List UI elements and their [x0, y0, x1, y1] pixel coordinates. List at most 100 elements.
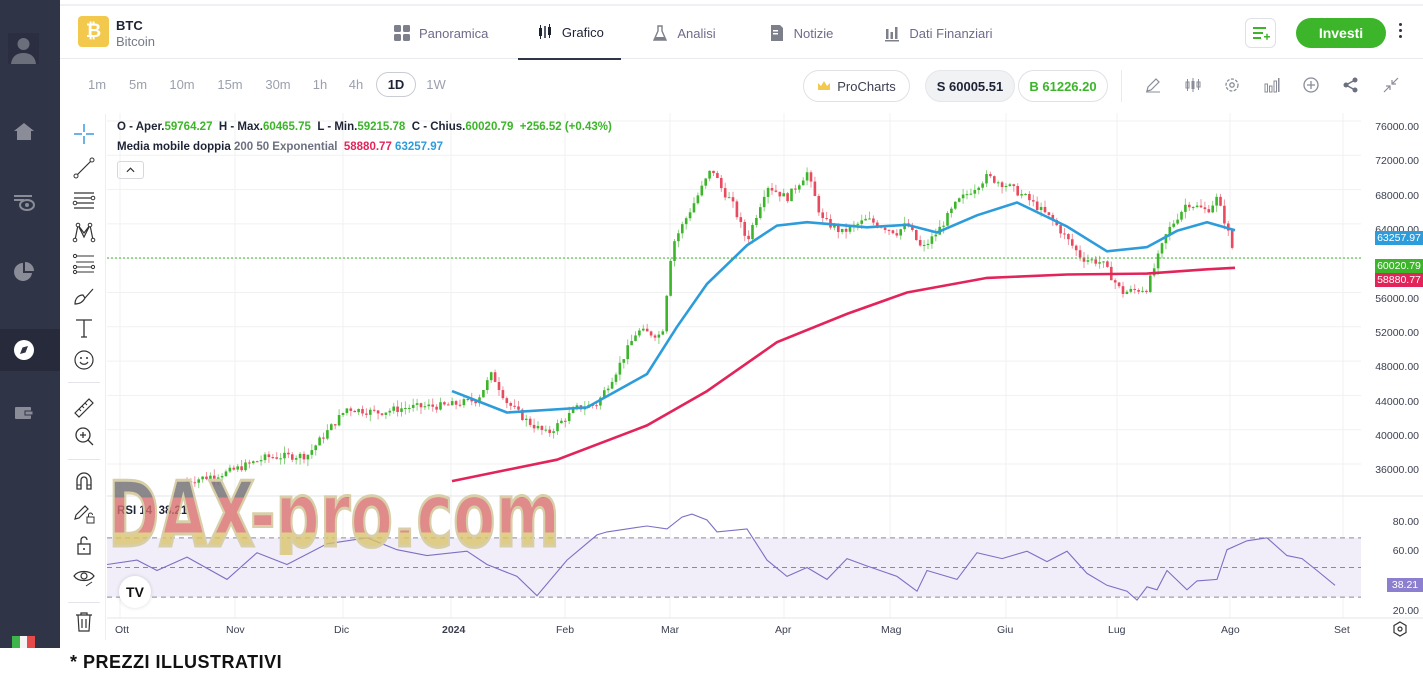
add-indicator-button[interactable]: [1300, 74, 1322, 96]
candlestick-icon: [538, 24, 551, 39]
time-axis-label: Set: [1334, 624, 1350, 636]
unlock-tool[interactable]: [70, 531, 98, 559]
add-to-watchlist-icon: [1252, 27, 1270, 40]
price-axis-label: 44000.00: [1375, 396, 1419, 408]
timeframe-1m[interactable]: 1m: [87, 77, 107, 92]
timeframe-15m[interactable]: 15m: [217, 77, 243, 92]
tab-label: Dati Finanziari: [909, 25, 993, 41]
ma50-price-tag: 63257.97: [1375, 231, 1423, 245]
timeframe-5m[interactable]: 5m: [128, 77, 148, 92]
rsi-axis-label: 80.00: [1392, 516, 1419, 528]
zoom-tool[interactable]: [70, 422, 98, 450]
add-to-watchlist-button[interactable]: [1245, 18, 1276, 48]
tab-notizie[interactable]: Notizie: [752, 6, 850, 60]
ma-legend[interactable]: Media mobile doppia 200 50 Exponential 5…: [117, 141, 443, 153]
kebab-menu-icon[interactable]: [1396, 23, 1404, 43]
nav-home[interactable]: [0, 112, 60, 152]
drawing-toggle-button[interactable]: [1142, 74, 1164, 96]
trash-icon: [76, 612, 92, 632]
fibonacci-tool[interactable]: [70, 250, 98, 278]
indicators-icon: [1264, 78, 1280, 93]
chart-canvas[interactable]: [107, 113, 1423, 640]
timeframe-1d[interactable]: 1D: [376, 72, 416, 97]
price-axis-label: 72000.00: [1375, 155, 1419, 167]
ohlc-legend: O - Aper.59764.27 H - Max.60465.75 L - M…: [117, 121, 612, 133]
add-circle-icon: [1303, 77, 1319, 93]
ruler-icon: [74, 398, 94, 418]
timeframe-4h[interactable]: 4h: [348, 77, 364, 92]
ruler-tool[interactable]: [70, 394, 98, 422]
magnet-tool[interactable]: [70, 467, 98, 495]
close-label: C - Chius.: [411, 121, 466, 133]
ma50-value: 63257.97: [395, 141, 444, 153]
high-label: H - Max.: [218, 121, 263, 133]
crosshair-tool[interactable]: [70, 120, 98, 148]
horizontal-lines-icon: [72, 192, 96, 209]
trendline-tool[interactable]: [70, 154, 98, 182]
rsi-legend[interactable]: RSI 14 38.21: [117, 505, 187, 517]
pattern-icon: [72, 222, 96, 243]
user-avatar[interactable]: [8, 33, 39, 64]
timeframe-1w[interactable]: 1W: [426, 77, 446, 92]
tab-panoramica[interactable]: Panoramica: [377, 6, 504, 60]
tools-divider: [68, 459, 100, 460]
high-value: 60465.75: [262, 121, 311, 133]
lock-drawing-icon: [74, 505, 95, 524]
toolbar-divider: [1121, 70, 1122, 102]
visibility-tool[interactable]: [70, 563, 98, 591]
text-tool[interactable]: [70, 314, 98, 342]
price-chart[interactable]: O - Aper.59764.27 H - Max.60465.75 L - M…: [107, 113, 1423, 640]
low-label: L - Min.: [317, 121, 358, 133]
buy-price-button[interactable]: B 61226.20: [1018, 70, 1108, 102]
lock-drawing-tool[interactable]: [70, 499, 98, 527]
pencil-icon: [1146, 78, 1160, 93]
text-icon: [76, 319, 92, 338]
nav-portfolio[interactable]: [0, 252, 60, 292]
magnet-icon: [76, 472, 92, 490]
chart-type-button[interactable]: [1182, 74, 1204, 96]
compass-icon: [14, 340, 34, 360]
language-flag-italy[interactable]: [12, 636, 36, 648]
document-icon: [770, 25, 783, 41]
collapse-button[interactable]: [1380, 74, 1402, 96]
timeframe-1h[interactable]: 1h: [312, 77, 328, 92]
ma-params: 200 50 Exponential: [233, 141, 338, 153]
hexagon-settings-icon: [1393, 621, 1407, 637]
rsi-axis-label: 20.00: [1392, 605, 1419, 617]
home-icon: [14, 123, 34, 140]
emoji-tool[interactable]: [70, 346, 98, 374]
price-axis-label: 76000.00: [1375, 121, 1419, 133]
indicators-button[interactable]: [1261, 74, 1283, 96]
chart-toolbar: 1m 5m 10m 15m 30m 1h 4h 1D 1W ProCharts …: [60, 60, 1423, 112]
sell-price-button[interactable]: S 60005.51: [925, 70, 1015, 102]
nav-wallet[interactable]: [0, 392, 60, 432]
invest-button[interactable]: Investi: [1296, 18, 1386, 48]
procharts-button[interactable]: ProCharts: [803, 70, 910, 102]
axis-settings-button[interactable]: [1392, 621, 1408, 637]
asset-tabs: Panoramica Grafico Analisi Notizie Dati …: [377, 6, 1009, 60]
eye-icon: [73, 570, 95, 587]
price-axis-label: 68000.00: [1375, 190, 1419, 202]
price-axis-label: 36000.00: [1375, 464, 1419, 476]
share-icon: [1343, 77, 1358, 93]
pattern-tool[interactable]: [70, 218, 98, 246]
tab-dati-finanziari[interactable]: Dati Finanziari: [867, 6, 1008, 60]
ma200-price-tag: 58880.77: [1375, 273, 1423, 287]
delete-drawings-tool[interactable]: [70, 608, 98, 636]
ma-label: Media mobile doppia: [117, 141, 231, 153]
tab-analisi[interactable]: Analisi: [635, 6, 731, 60]
tab-grafico[interactable]: Grafico: [518, 6, 622, 60]
share-button[interactable]: [1340, 74, 1362, 96]
nav-watchlist[interactable]: [0, 182, 60, 222]
settings-icon: [1225, 78, 1239, 92]
brush-tool[interactable]: [70, 282, 98, 310]
nav-discover[interactable]: [0, 329, 60, 371]
horizontal-lines-tool[interactable]: [70, 186, 98, 214]
collapse-legend-button[interactable]: [117, 161, 144, 179]
timeframe-30m[interactable]: 30m: [265, 77, 291, 92]
chart-settings-button[interactable]: [1221, 74, 1243, 96]
close-value: 60020.79: [465, 121, 514, 133]
timeframe-10m[interactable]: 10m: [169, 77, 195, 92]
tradingview-logo[interactable]: TV: [119, 576, 151, 608]
